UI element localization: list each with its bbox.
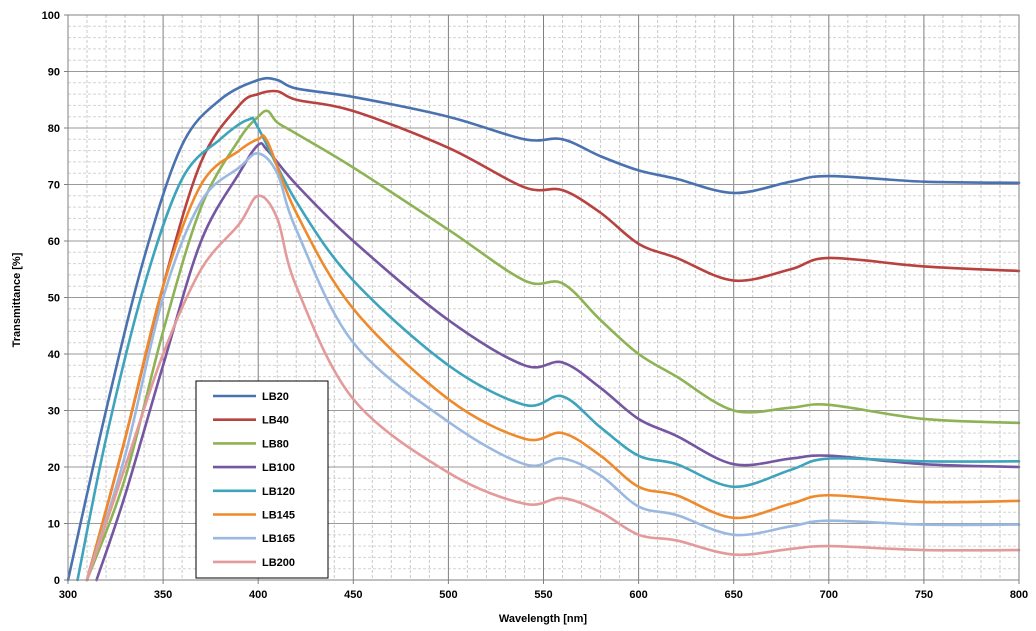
y-tick-label: 60 xyxy=(48,236,60,248)
legend-label-lb80: LB80 xyxy=(262,438,289,450)
y-tick-label: 30 xyxy=(48,406,60,418)
legend-box xyxy=(195,380,329,579)
series-layer xyxy=(66,76,1021,582)
y-tick-label: 0 xyxy=(54,575,60,587)
legend-label-lb120: LB120 xyxy=(262,486,295,498)
y-tick-label: 10 xyxy=(48,519,60,531)
legend-label-lb20: LB20 xyxy=(262,391,289,403)
legend: LB20 LB40 LB80 LB100 LB120 LB145 LB165 LB200 xyxy=(195,380,329,579)
legend-label-lb200: LB200 xyxy=(262,557,295,569)
y-tick-label: 90 xyxy=(48,67,60,79)
legend-label-lb145: LB145 xyxy=(262,510,295,522)
y-tick-label: 50 xyxy=(48,293,60,305)
y-tick-label: 100 xyxy=(42,10,60,22)
x-tick-label: 450 xyxy=(344,589,362,601)
x-tick-label: 750 xyxy=(915,589,933,601)
x-tick-label: 350 xyxy=(154,589,172,601)
legend-label-lb40: LB40 xyxy=(262,415,289,427)
series-line-lb100 xyxy=(95,142,1021,582)
x-tick-label: 300 xyxy=(59,589,77,601)
legend-label-lb165: LB165 xyxy=(262,533,295,545)
series-line-lb20 xyxy=(66,76,1021,582)
y-axis-ticks: 0 10 20 30 40 50 60 70 80 90 100 xyxy=(42,10,68,587)
x-tick-label: 650 xyxy=(725,589,743,601)
x-tick-label: 700 xyxy=(820,589,838,601)
x-axis-ticks: 300 350 400 450 500 550 600 650 700 750 800 xyxy=(59,580,1028,601)
x-tick-label: 500 xyxy=(439,589,457,601)
x-tick-label: 600 xyxy=(629,589,647,601)
y-axis-title: Transmittance [%] xyxy=(11,252,23,347)
series-line-lb145 xyxy=(85,134,1021,582)
x-tick-label: 800 xyxy=(1010,589,1028,601)
x-tick-label: 400 xyxy=(249,589,267,601)
y-tick-label: 20 xyxy=(48,462,60,474)
y-tick-label: 70 xyxy=(48,180,60,192)
series-line-lb165 xyxy=(85,152,1021,582)
series-line-lb80 xyxy=(85,109,1021,582)
x-axis-title: Wavelength [nm] xyxy=(499,613,588,625)
x-tick-label: 550 xyxy=(534,589,552,601)
series-line-lb120 xyxy=(76,116,1021,582)
series-line-lb40 xyxy=(85,89,1021,582)
y-tick-label: 40 xyxy=(48,349,60,361)
legend-label-lb100: LB100 xyxy=(262,462,295,474)
series-line-lb200 xyxy=(85,194,1021,582)
y-tick-label: 80 xyxy=(48,123,60,135)
